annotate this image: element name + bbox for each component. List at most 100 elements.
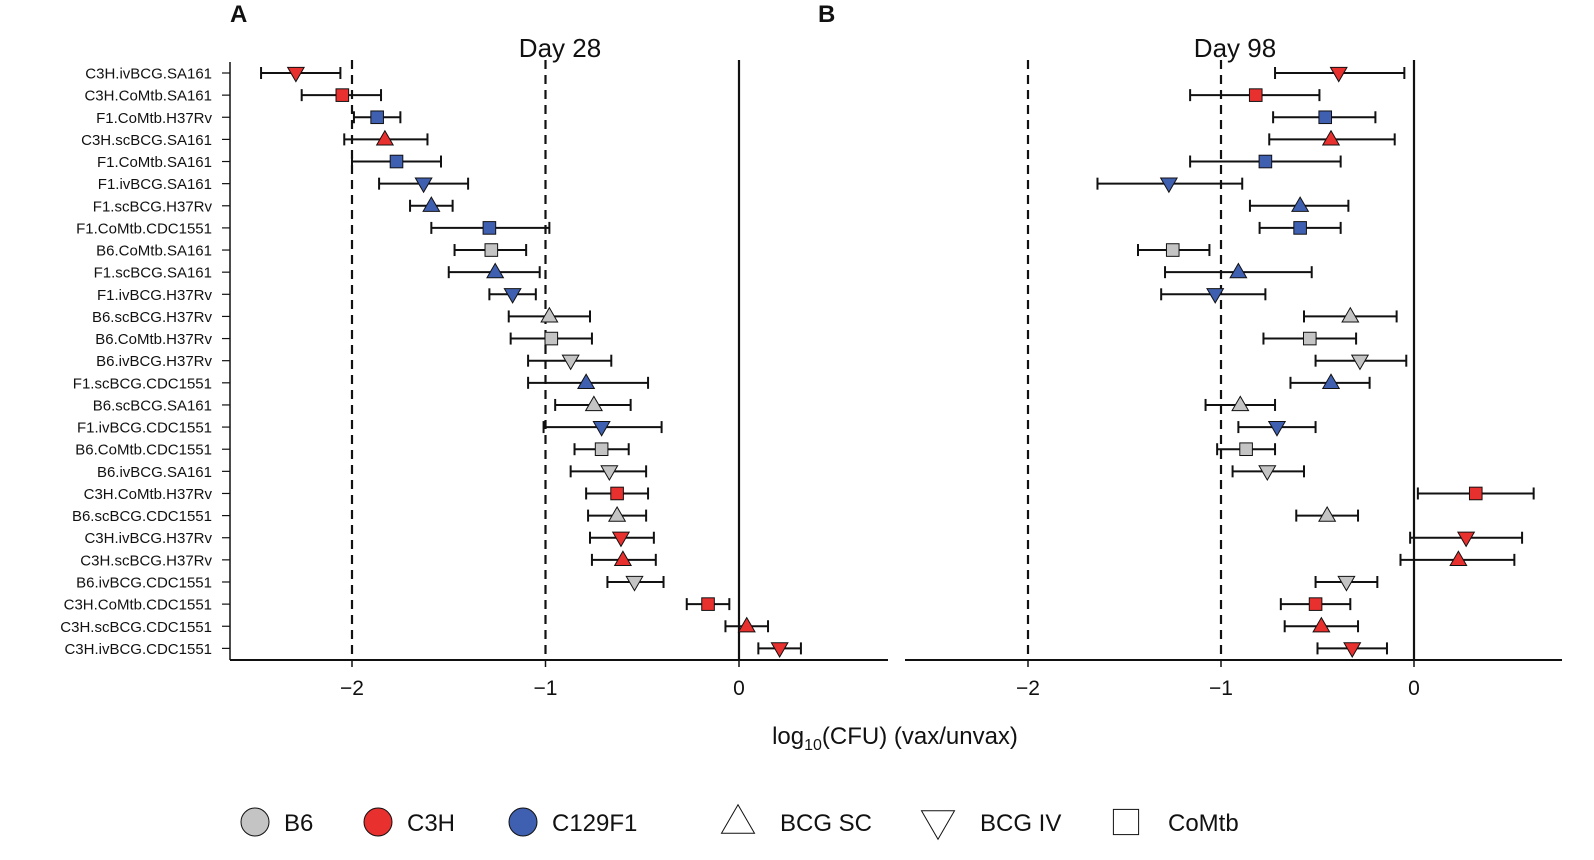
row-label-f1-scbcg-h37rv: F1.scBCG.H37Rv — [93, 198, 213, 215]
point-marker — [701, 597, 715, 611]
estimate-b6-comtb-cdc1551 — [1216, 442, 1277, 457]
estimate-f1-comtb-h37rv — [352, 110, 402, 125]
point-marker — [1159, 177, 1179, 194]
point-marker — [1165, 243, 1180, 257]
point-marker — [482, 221, 497, 235]
legend-item-comtb: CoMtb — [1112, 808, 1239, 837]
estimate-b6-comtb-sa161 — [453, 243, 528, 257]
estimate-c3h-ivbcg-h37rv — [1409, 531, 1524, 548]
estimate-f1-scbcg-cdc1551 — [527, 373, 650, 389]
point-marker — [540, 306, 559, 323]
row-label-f1-scbcg-sa161: F1.scBCG.SA161 — [94, 265, 212, 282]
point-marker — [600, 465, 619, 481]
row-label-f1-comtb-cdc1551: F1.CoMtb.CDC1551 — [76, 220, 212, 237]
estimates-a — [260, 66, 802, 659]
estimate-b6-comtb-sa161 — [1137, 243, 1211, 257]
x-tick-label: 0 — [733, 677, 745, 700]
estimate-b6-scbcg-h37rv — [1302, 306, 1398, 323]
legend-item-bcg-iv: BCG IV — [920, 810, 1061, 841]
row-label-c3h-comtb-sa161: C3H.CoMtb.SA161 — [84, 88, 212, 105]
point-marker — [737, 616, 756, 633]
point-marker — [1291, 196, 1310, 212]
row-label-b6-scbcg-cdc1551: B6.scBCG.CDC1551 — [72, 508, 212, 525]
point-marker — [577, 373, 596, 389]
point-marker — [1308, 597, 1323, 611]
estimate-f1-comtb-cdc1551 — [1258, 221, 1342, 235]
row-label-b6-scbcg-sa161: B6.scBCG.SA161 — [93, 397, 212, 414]
point-marker — [1258, 154, 1273, 169]
x-tick-label: −2 — [1016, 677, 1040, 700]
estimate-f1-scbcg-h37rv — [409, 196, 454, 212]
point-marker — [544, 331, 559, 346]
legend-label: B6 — [284, 810, 313, 837]
point-marker — [584, 395, 603, 412]
estimate-c3h-scbcg-cdc1551 — [724, 616, 770, 633]
point-marker — [613, 550, 633, 566]
point-marker — [1329, 66, 1348, 83]
estimate-b6-comtb-cdc1551 — [573, 442, 630, 457]
estimate-c3h-scbcg-h37rv — [590, 550, 657, 566]
x-axis-title-prefix: log — [772, 723, 804, 750]
row-label-c3h-ivbcg-sa161: C3H.ivBCG.SA161 — [85, 66, 212, 83]
estimate-b6-scbcg-cdc1551 — [587, 505, 648, 522]
row-label-f1-ivbcg-h37rv: F1.ivBCG.H37Rv — [97, 287, 213, 304]
point-marker — [592, 420, 611, 437]
point-marker — [1456, 531, 1476, 548]
legend: B6 C3H C129F1 BCG SC BCG IV CoMtb — [240, 803, 1239, 841]
point-marker — [1293, 221, 1307, 235]
estimate-c3h-comtb-cdc1551 — [1279, 597, 1352, 611]
estimate-c3h-ivbcg-cdc1551 — [1316, 642, 1388, 659]
legend-swatch — [363, 807, 393, 837]
point-marker — [611, 531, 631, 548]
estimate-c3h-comtb-h37rv — [585, 486, 650, 501]
point-marker — [1231, 395, 1250, 412]
panel-letter-a: A — [230, 1, 247, 28]
estimate-c3h-scbcg-sa161 — [343, 129, 429, 146]
row-label-b6-ivbcg-h37rv: B6.ivBCG.H37Rv — [96, 353, 212, 370]
legend-item-c129f1: C129F1 — [508, 807, 637, 837]
estimate-b6-ivbcg-cdc1551 — [1314, 575, 1379, 592]
panel-b-day-98: B Day 98 −2 −1 0 — [818, 1, 1562, 700]
row-label-b6-ivbcg-cdc1551: B6.ivBCG.CDC1551 — [76, 574, 212, 591]
estimate-f1-scbcg-sa161 — [1164, 262, 1313, 279]
point-marker — [1267, 420, 1287, 437]
legend-swatch — [920, 810, 956, 841]
legend-item-b6: B6 — [240, 807, 313, 837]
legend-label: BCG SC — [780, 810, 872, 837]
estimate-c3h-scbcg-h37rv — [1399, 550, 1516, 566]
estimate-c3h-comtb-sa161 — [300, 88, 383, 102]
row-label-c3h-scbcg-h37rv: C3H.scBCG.H37Rv — [80, 552, 212, 569]
x-tick-label: −1 — [1209, 677, 1233, 700]
estimate-c3h-ivbcg-sa161 — [1274, 66, 1406, 83]
legend-item-c3h: C3H — [363, 807, 455, 837]
point-marker — [610, 486, 624, 501]
point-marker — [335, 88, 350, 102]
legend-swatch — [1112, 808, 1140, 836]
point-marker — [1258, 465, 1277, 481]
estimate-c3h-scbcg-sa161 — [1268, 129, 1396, 146]
point-marker — [375, 129, 395, 146]
estimate-b6-ivbcg-sa161 — [1231, 465, 1305, 481]
x-axis-b: −2 −1 0 — [905, 659, 1562, 700]
estimate-b6-ivbcg-h37rv — [1314, 354, 1408, 371]
point-marker — [1321, 373, 1341, 389]
estimate-f1-ivbcg-cdc1551 — [542, 420, 663, 437]
x-tick-label: 0 — [1408, 677, 1420, 700]
point-marker — [422, 196, 441, 212]
x-axis-title-suffix: (CFU) (vax/unvax) — [822, 723, 1018, 750]
point-marker — [414, 177, 433, 194]
estimate-f1-ivbcg-h37rv — [1160, 288, 1267, 304]
point-marker — [1312, 616, 1331, 633]
point-marker — [1321, 129, 1341, 146]
estimate-f1-ivbcg-cdc1551 — [1237, 420, 1317, 437]
estimate-f1-comtb-sa161 — [1189, 154, 1342, 169]
row-label-f1-scbcg-cdc1551: F1.scBCG.CDC1551 — [73, 375, 212, 392]
x-tick-label: −2 — [340, 677, 364, 700]
estimate-b6-scbcg-sa161 — [554, 395, 632, 412]
point-marker — [1350, 354, 1370, 371]
estimate-c3h-comtb-sa161 — [1189, 88, 1321, 102]
point-marker — [625, 575, 644, 592]
row-label-f1-ivbcg-cdc1551: F1.ivBCG.CDC1551 — [77, 420, 212, 437]
estimate-f1-scbcg-h37rv — [1248, 196, 1350, 212]
